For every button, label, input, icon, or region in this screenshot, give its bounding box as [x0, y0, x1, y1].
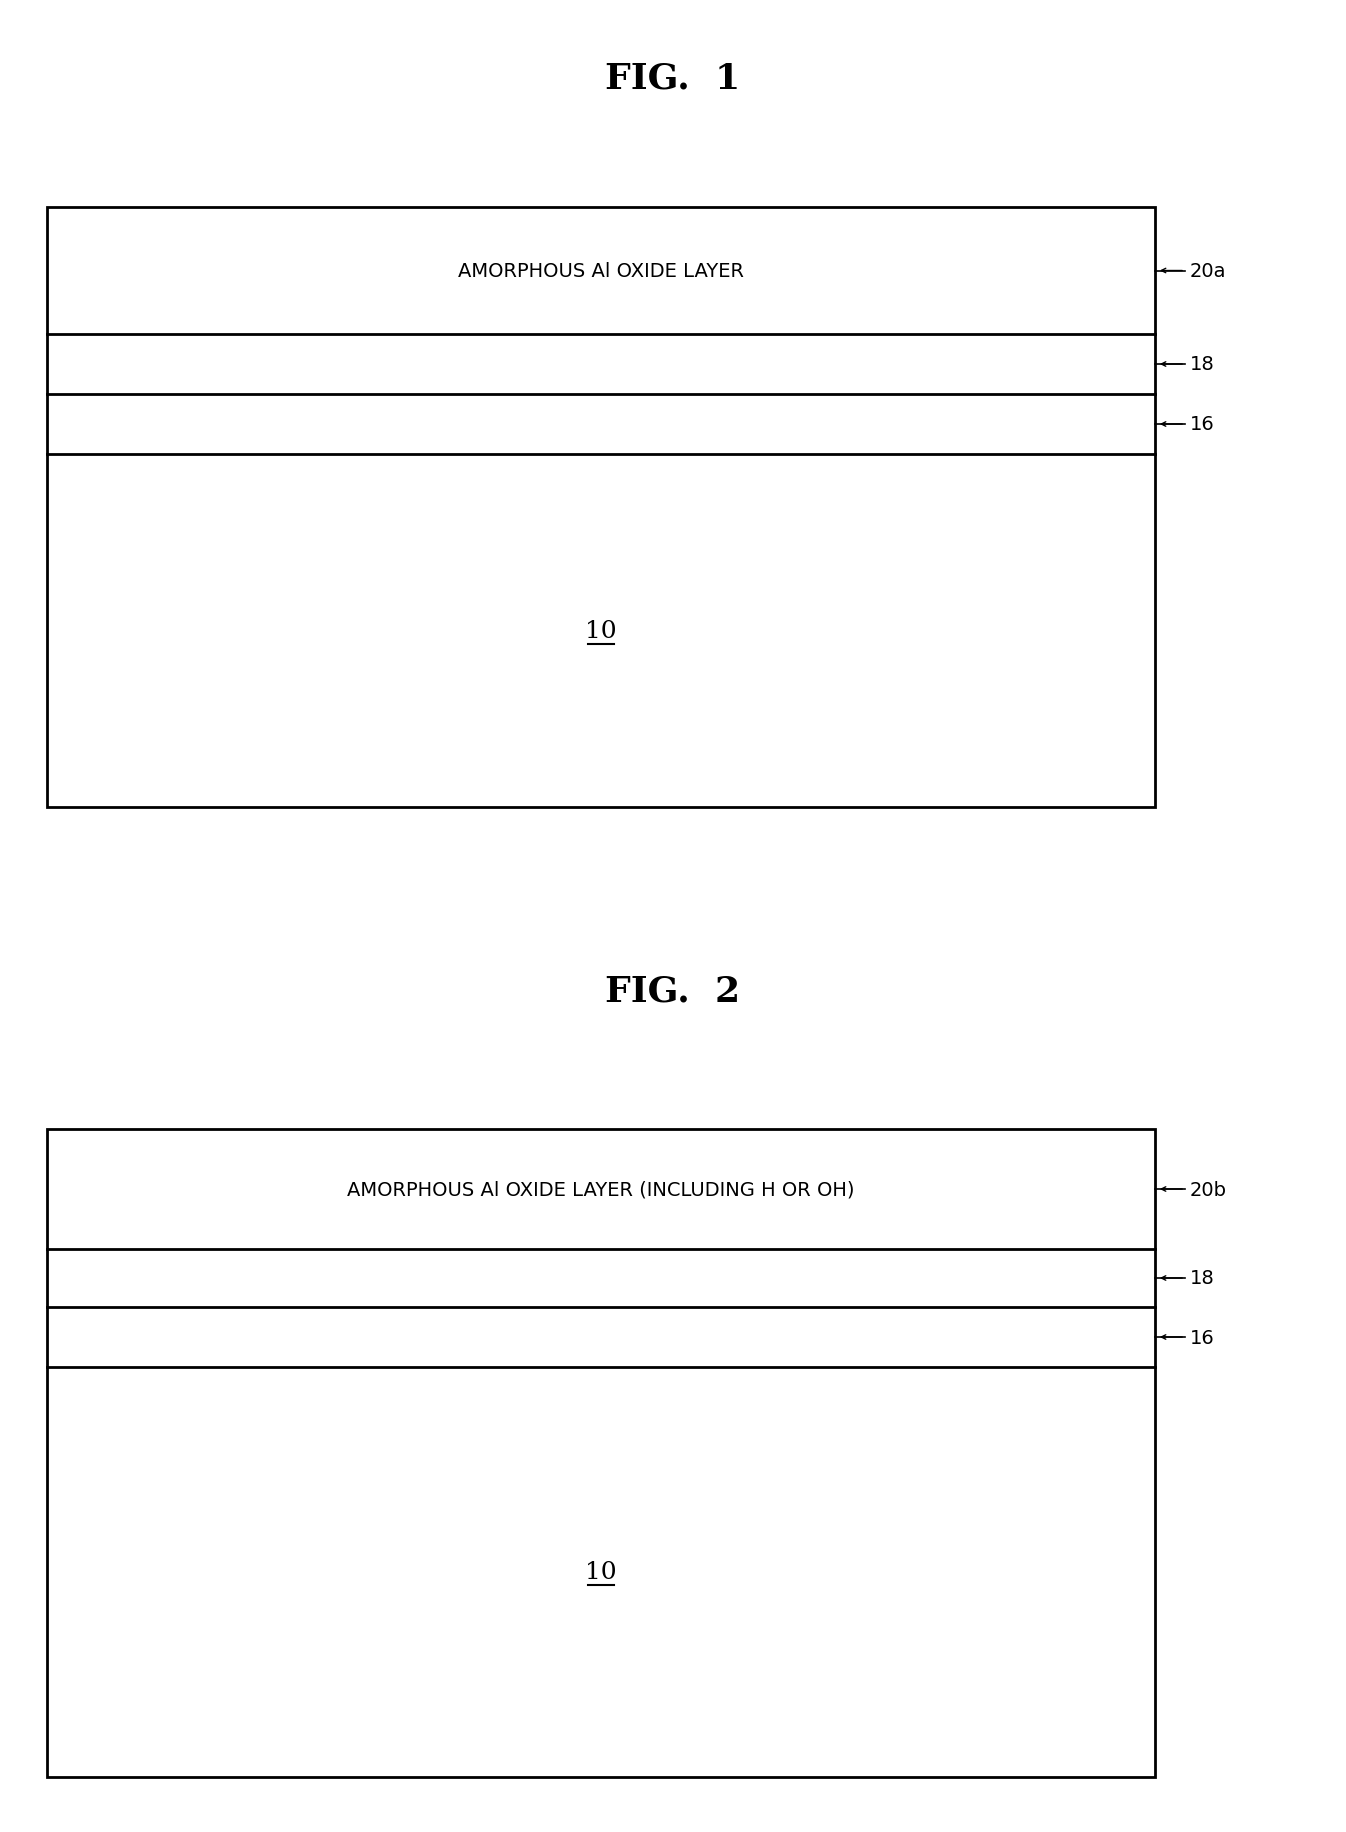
- Bar: [47, 1129, 1155, 1777]
- Text: 10: 10: [586, 1561, 616, 1583]
- Text: 16: 16: [1190, 416, 1214, 434]
- Text: 10: 10: [586, 619, 616, 643]
- Text: FIG.  1: FIG. 1: [606, 60, 740, 95]
- Text: 18: 18: [1190, 355, 1214, 374]
- Text: 18: 18: [1190, 1270, 1214, 1288]
- Text: 16: 16: [1190, 1328, 1214, 1347]
- Text: FIG.  2: FIG. 2: [606, 975, 740, 1008]
- Text: 20a: 20a: [1190, 262, 1226, 280]
- Text: AMORPHOUS Al OXIDE LAYER: AMORPHOUS Al OXIDE LAYER: [458, 262, 744, 280]
- Text: AMORPHOUS Al OXIDE LAYER (INCLUDING H OR OH): AMORPHOUS Al OXIDE LAYER (INCLUDING H OR…: [347, 1180, 855, 1198]
- Bar: [47, 207, 1155, 808]
- Text: 20b: 20b: [1190, 1180, 1228, 1198]
